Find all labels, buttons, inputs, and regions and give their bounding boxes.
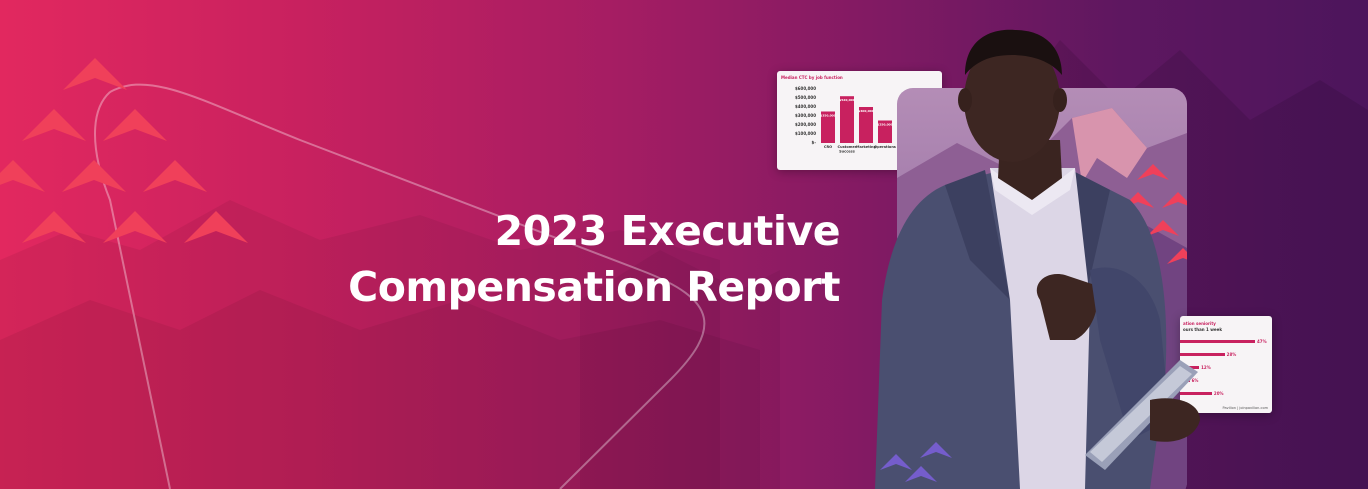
category-label: CRO: [824, 145, 832, 149]
median-ctc-chart-title: Median CTC by job function: [781, 75, 843, 80]
hbar: [1180, 353, 1225, 356]
seniority-chart-title-2: ours than 1 week: [1183, 327, 1222, 332]
y-tick-label: $-: [812, 140, 817, 145]
bar: [859, 107, 873, 143]
median-ctc-bar-chart: $600,000 $500,000 $400,000 $300,000 $200,000…: [795, 86, 896, 154]
bar-value-label: $400,000: [858, 109, 874, 113]
bar-value-label: $250,000: [877, 123, 893, 127]
tablet-icon: [1085, 360, 1198, 470]
y-tick-label: $600,000: [795, 86, 816, 91]
hbar: [1180, 340, 1255, 343]
report-title-line-2: Compensation Report: [348, 263, 840, 311]
category-label: Marketing: [856, 145, 877, 149]
bar-value-label: $350,000: [820, 114, 836, 118]
report-title-line-1: 2023 Executive: [494, 207, 841, 255]
y-tick-label: $500,000: [795, 95, 816, 100]
seniority-chart-title-1: ation seniority: [1183, 321, 1216, 326]
seniority-chart-footer: Pavilion | joinpavilion.com: [1222, 406, 1268, 410]
category-label: Operations: [874, 145, 896, 149]
hbar-value-label: 47%: [1257, 339, 1267, 344]
bar: [840, 96, 854, 143]
y-tick-label: $400,000: [795, 104, 816, 109]
y-tick-label: $300,000: [795, 113, 816, 118]
hbar-value-label: 28%: [1226, 352, 1237, 357]
y-tick-label: $200,000: [795, 122, 816, 127]
hbar-value-label: 12%: [1201, 365, 1211, 370]
report-title: 2023 Executive Compensation Report: [348, 203, 840, 315]
hbar: [1180, 392, 1212, 395]
y-tick-label: $100,000: [795, 131, 816, 136]
hbar-value-label: 20%: [1213, 391, 1224, 396]
bar: [878, 120, 892, 143]
seniority-chart-card: ation seniority ours than 1 week 47% 28% 1…: [1180, 316, 1272, 413]
category-label: Success: [839, 150, 855, 154]
bar-value-label: $520,000: [839, 98, 855, 102]
category-label: Customer: [838, 145, 857, 149]
bar: [821, 111, 835, 143]
hbar-value-label: 6%: [1191, 378, 1199, 383]
